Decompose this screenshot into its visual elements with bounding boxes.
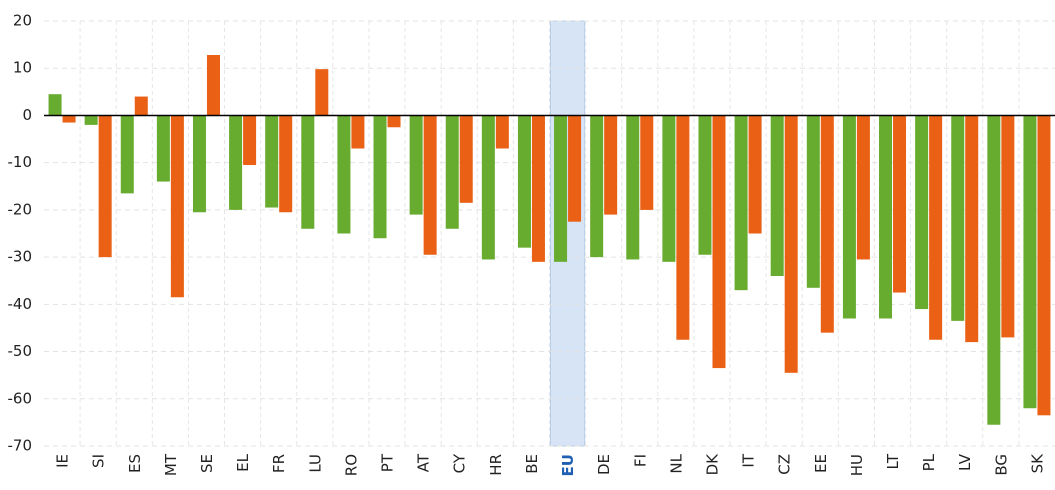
x-tick-label: AT [415,453,433,472]
bar [229,115,243,210]
bar [820,115,834,333]
x-tick-label: HU [848,454,866,476]
bar [1023,115,1037,409]
bar [409,115,423,215]
x-tick-label: NL [667,453,685,473]
bar [951,115,965,321]
x-tick-label: SK [1028,453,1046,474]
y-tick-label: -60 [8,389,33,407]
bar [48,94,62,116]
x-tick-label: IE [54,454,72,468]
bar [893,115,907,293]
bar [640,115,654,210]
x-tick-label: MT [162,453,180,476]
bar [856,115,870,260]
bar [806,115,820,288]
bar [423,115,437,255]
y-tick-label: -50 [8,342,33,360]
bar [770,115,784,276]
x-tick-label: CZ [776,454,794,475]
x-tick-label: SE [198,454,216,473]
y-tick-label: -40 [8,295,33,313]
bar [279,115,293,213]
bar [590,115,604,258]
y-tick-label: -10 [8,153,33,171]
bar [987,115,1001,425]
bar [554,115,568,262]
bar [748,115,762,234]
bar [915,115,929,310]
bar [98,115,112,258]
bar [337,115,351,234]
x-tick-label: HR [487,454,505,476]
bar [206,55,220,116]
bar [662,115,676,262]
bar [373,115,387,239]
x-tick-label: LV [956,453,974,471]
bar [495,115,509,149]
bar [842,115,856,319]
x-tick-label: FI [631,454,649,467]
bar [192,115,206,213]
bar [568,115,582,222]
y-tick-label: 10 [13,59,32,77]
bar [676,115,690,340]
bar [459,115,473,203]
bar [156,115,170,182]
bar [265,115,279,208]
x-tick-label: DK [703,453,721,476]
bar [1001,115,1015,338]
bar [784,115,798,373]
bar [387,115,401,128]
x-tick-label: RO [342,454,360,476]
bar [134,96,148,116]
bar [879,115,893,319]
y-tick-label: -30 [8,248,33,266]
x-tick-label: LT [884,453,902,469]
bar [604,115,618,215]
bar [351,115,365,149]
y-tick-label: -70 [8,437,33,455]
bar [734,115,748,291]
x-tick-label: IT [740,453,758,467]
bar [62,115,76,123]
bar [243,115,257,166]
x-tick-label: BE [523,454,541,474]
x-tick-label: ES [126,454,144,473]
x-tick-label: DE [595,454,613,475]
x-tick-label: EL [234,453,252,471]
bar [517,115,531,248]
y-tick-label: 20 [13,12,32,30]
bar [445,115,459,229]
bar [120,115,134,194]
x-tick-label: SI [90,454,108,468]
x-tick-label: FR [270,454,288,473]
x-tick-label: EU [559,454,577,476]
bar [626,115,640,260]
bar [1037,115,1051,416]
bar [531,115,545,262]
bar [170,115,184,298]
bar [84,115,98,125]
bar [698,115,712,255]
bar [481,115,495,260]
bar [929,115,943,340]
x-tick-label: BG [992,454,1010,476]
bar [301,115,315,229]
x-tick-label: PT [379,453,397,472]
x-tick-label: CY [451,453,469,473]
y-tick-label: 0 [22,106,32,124]
bar [315,69,329,116]
bar [712,115,726,369]
bar [965,115,979,343]
x-tick-label: EE [812,454,830,473]
x-tick-label: PL [920,453,938,471]
x-tick-label: LU [306,454,324,473]
y-tick-label: -20 [8,200,33,218]
